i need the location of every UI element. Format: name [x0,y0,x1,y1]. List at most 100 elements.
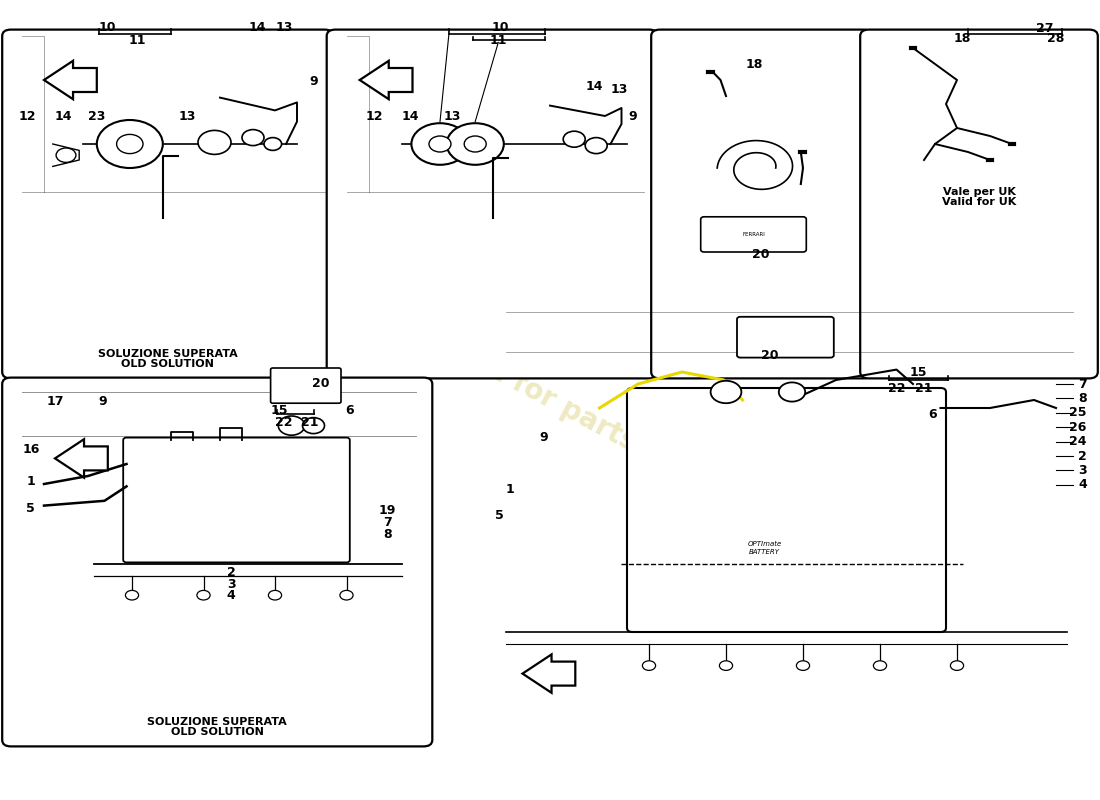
Circle shape [796,661,810,670]
Circle shape [117,134,143,154]
Text: OLD SOLUTION: OLD SOLUTION [121,359,214,369]
Text: 12: 12 [19,110,36,122]
Text: 24: 24 [1069,435,1087,448]
Circle shape [950,661,964,670]
Text: 22: 22 [275,416,293,429]
Text: 20: 20 [761,350,779,362]
Text: SOLUZIONE SUPERATA: SOLUZIONE SUPERATA [147,718,287,727]
Text: 20: 20 [312,377,330,390]
Circle shape [97,120,163,168]
Text: 9: 9 [98,395,107,408]
FancyBboxPatch shape [123,438,350,562]
Circle shape [642,661,656,670]
Text: 28: 28 [1047,32,1065,45]
Circle shape [779,382,805,402]
Text: 4: 4 [1078,478,1087,491]
Text: 9: 9 [539,431,548,444]
Text: 27: 27 [1036,22,1054,34]
Text: 17: 17 [46,395,64,408]
FancyArrow shape [522,654,575,693]
Text: 7: 7 [383,516,392,529]
Text: 5: 5 [26,502,35,514]
Text: 11: 11 [129,34,146,46]
Text: 13: 13 [610,83,628,96]
Circle shape [264,138,282,150]
Text: 8: 8 [383,528,392,541]
Text: 21: 21 [915,382,933,394]
Circle shape [464,136,486,152]
Circle shape [429,136,451,152]
FancyBboxPatch shape [271,368,341,403]
Text: 15: 15 [271,404,288,417]
FancyArrow shape [360,61,412,99]
Text: 6: 6 [345,404,354,417]
Text: 18: 18 [954,32,971,45]
Text: 14: 14 [402,110,419,122]
FancyBboxPatch shape [327,30,658,378]
Circle shape [56,148,76,162]
Text: 5: 5 [495,509,504,522]
FancyArrow shape [44,61,97,99]
Circle shape [198,130,231,154]
FancyBboxPatch shape [737,317,834,358]
Text: Vale per UK: Vale per UK [943,187,1015,197]
Text: 11: 11 [490,34,507,46]
Text: 22: 22 [888,382,905,394]
Text: 6: 6 [928,408,937,421]
Text: 2: 2 [227,566,235,579]
Text: 10: 10 [492,21,509,34]
Text: 8: 8 [1078,392,1087,405]
Text: OLD SOLUTION: OLD SOLUTION [170,727,264,737]
Text: Valid for UK: Valid for UK [942,197,1016,206]
Text: 9: 9 [628,110,637,122]
Circle shape [585,138,607,154]
Text: 3: 3 [1078,464,1087,477]
FancyBboxPatch shape [627,388,946,632]
Text: 23: 23 [88,110,106,122]
Text: 19: 19 [378,504,396,517]
Circle shape [278,416,305,435]
Text: 14: 14 [55,110,73,122]
Text: 13: 13 [443,110,461,122]
Text: 26: 26 [1069,421,1087,434]
Text: 25: 25 [1069,406,1087,419]
Text: 20: 20 [752,248,770,261]
Text: 7: 7 [1078,378,1087,390]
Circle shape [340,590,353,600]
Text: 4: 4 [227,589,235,602]
Circle shape [719,661,733,670]
Text: 12: 12 [365,110,383,122]
Text: 9: 9 [309,75,318,88]
Text: 16: 16 [22,443,40,456]
Circle shape [711,381,741,403]
Text: 18: 18 [746,58,763,70]
Text: 3: 3 [227,578,235,590]
FancyBboxPatch shape [701,217,806,252]
FancyBboxPatch shape [860,30,1098,378]
Text: 10: 10 [99,21,117,34]
FancyBboxPatch shape [2,378,432,746]
Text: SOLUZIONE SUPERATA: SOLUZIONE SUPERATA [98,350,238,359]
Text: FERRARI: FERRARI [742,232,764,237]
Circle shape [125,590,139,600]
Circle shape [242,130,264,146]
Text: 14: 14 [249,21,266,34]
Text: 1: 1 [506,483,515,496]
Text: passion for parts.com: passion for parts.com [393,307,707,493]
FancyArrow shape [55,439,108,478]
Circle shape [563,131,585,147]
Circle shape [411,123,469,165]
Text: 14: 14 [585,80,603,93]
FancyBboxPatch shape [651,30,872,378]
Circle shape [197,590,210,600]
Text: 13: 13 [275,21,293,34]
Text: 15: 15 [910,366,927,379]
Circle shape [302,418,324,434]
Text: OPTImate
BATTERY: OPTImate BATTERY [747,542,782,554]
Circle shape [268,590,282,600]
Circle shape [873,661,887,670]
Text: 13: 13 [178,110,196,122]
Text: 21: 21 [301,416,319,429]
FancyBboxPatch shape [2,30,333,378]
Circle shape [447,123,504,165]
